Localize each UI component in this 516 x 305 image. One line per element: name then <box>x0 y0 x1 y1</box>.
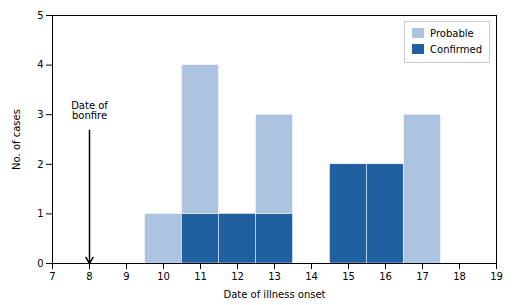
svg-text:9: 9 <box>123 271 129 282</box>
svg-text:0: 0 <box>37 258 43 269</box>
svg-text:18: 18 <box>453 271 466 282</box>
svg-text:Date ofbonfire: Date ofbonfire <box>71 100 108 121</box>
svg-text:1: 1 <box>37 208 43 219</box>
svg-text:4: 4 <box>37 59 43 70</box>
svg-text:5: 5 <box>37 10 43 21</box>
svg-text:2: 2 <box>37 159 43 170</box>
svg-text:16: 16 <box>379 271 392 282</box>
html-text:Probable: Probable <box>430 28 474 39</box>
svg-text:15: 15 <box>342 271 355 282</box>
svg-text:11: 11 <box>194 271 207 282</box>
svg-text:14: 14 <box>305 271 318 282</box>
svg-text:8: 8 <box>86 271 92 282</box>
svg-text:3: 3 <box>37 109 43 120</box>
svg-text:10: 10 <box>157 271 170 282</box>
svg-text:12: 12 <box>231 271 244 282</box>
svg-text:No. of cases: No. of cases <box>11 109 22 170</box>
svg-text:19: 19 <box>490 271 503 282</box>
html-text:Confirmed: Confirmed <box>430 44 482 55</box>
svg-text:Date of illness onset: Date of illness onset <box>223 289 325 300</box>
svg-text:13: 13 <box>268 271 281 282</box>
svg-text:17: 17 <box>416 271 429 282</box>
svg-text:7: 7 <box>49 271 55 282</box>
